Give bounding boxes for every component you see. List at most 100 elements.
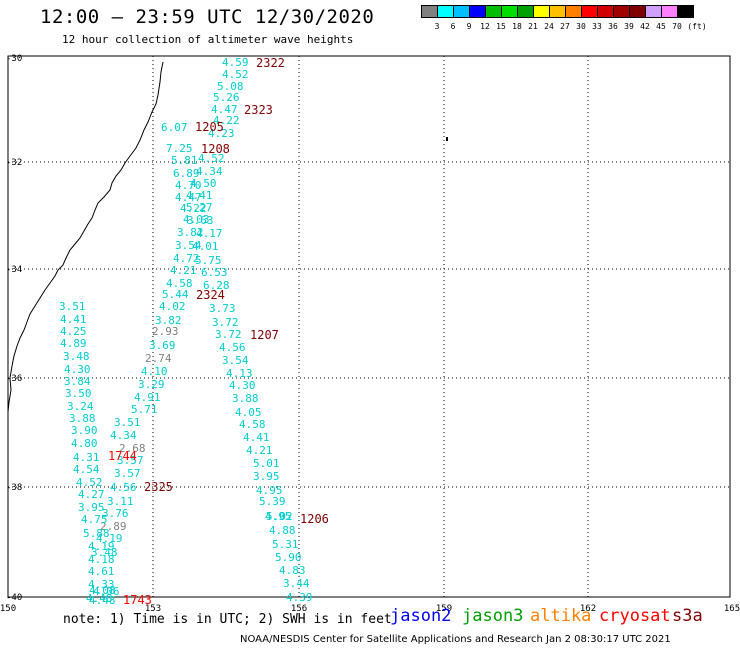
wave-height-value: 3.51: [59, 300, 86, 313]
wave-height-value: 3.24: [67, 400, 94, 413]
wave-height-value: 3.50: [65, 387, 92, 400]
wave-height-value: 3.88: [69, 412, 96, 425]
scale-label: 9: [466, 22, 472, 31]
wave-height-value: 4.70: [175, 179, 202, 192]
footnote: note: 1) Time is in UTC; 2) SWH is in fe…: [63, 612, 392, 627]
wave-height-value: 4.48: [86, 592, 113, 605]
latitude-label: -38: [6, 483, 22, 493]
longitude-label: 150: [0, 604, 16, 614]
satellite-cryosat: cryosat: [599, 606, 671, 626]
pass-time-label: 2324: [196, 288, 225, 302]
pass-time-label: 1207: [250, 328, 279, 342]
wave-height-value: 3.57: [114, 467, 141, 480]
wave-height-value: 5.27: [186, 201, 213, 214]
scale-label: (ft): [687, 22, 707, 31]
map-frame: [7, 55, 731, 598]
wave-height-value: 6.53: [201, 266, 228, 279]
wave-height-value: 3.48: [91, 546, 118, 559]
scale-swatch: [677, 5, 694, 18]
wave-height-value: 4.59: [222, 56, 249, 69]
wave-height-value: 5.71: [131, 403, 158, 416]
wave-height-value: 4.21: [246, 444, 273, 457]
wave-height-value: 4.72: [173, 252, 200, 265]
longitude-label: 156: [291, 604, 307, 614]
wave-height-value: 3.69: [149, 339, 176, 352]
wave-height-value: 3.29: [138, 378, 165, 391]
wave-height-value: 4.41: [186, 189, 213, 202]
scale-label: 30: [576, 22, 586, 31]
scale-label: 39: [624, 22, 634, 31]
latitude-label: -34: [6, 265, 22, 275]
pass-time-label: 1205: [195, 120, 224, 134]
pass-time-label: 1208: [201, 142, 230, 156]
coastline: [7, 61, 164, 413]
wave-height-value: 6.28: [203, 279, 230, 292]
wave-height-value: 4.05: [235, 406, 262, 419]
longitude-label: 159: [436, 604, 452, 614]
wave-height-value: 4.80: [71, 437, 98, 450]
wave-height-value: 3.90: [71, 424, 98, 437]
wave-height-value: 4.95: [265, 510, 292, 523]
wave-height-value: 5.90: [275, 551, 302, 564]
satellite-altika: altika: [530, 606, 592, 626]
wave-height-value: 3.76: [102, 507, 129, 520]
wave-height-value: 3.73: [209, 302, 236, 315]
wave-height-value: 4.23: [208, 127, 235, 140]
wave-height-value: 4.10: [141, 365, 168, 378]
wave-height-value: 4.52: [198, 152, 225, 165]
wave-height-value: 4.22: [180, 202, 207, 215]
wave-height-value: 7.25: [166, 142, 193, 155]
wave-height-value: 4.56: [219, 341, 246, 354]
wave-height-value: 4.30: [229, 379, 256, 392]
scale-label: 3: [434, 22, 440, 31]
pass-time-label: 1744: [108, 449, 137, 463]
latitude-label: -30: [6, 54, 22, 64]
wave-height-value: 5.08: [217, 80, 244, 93]
wave-height-value: 4.41: [243, 431, 270, 444]
wave-height-value: 4.83: [279, 564, 306, 577]
wave-height-value: 3.82: [155, 314, 182, 327]
wave-height-value: 3.51: [114, 416, 141, 429]
wave-height-value: 5.01: [253, 457, 280, 470]
map-subtitle: 12 hour collection of altimeter wave hei…: [62, 33, 354, 46]
wave-height-value: 5.81: [171, 154, 198, 167]
wave-height-value: 5.31: [272, 538, 299, 551]
wave-height-value: 4.13: [226, 367, 253, 380]
wave-height-value: 3.63: [187, 214, 214, 227]
wave-height-value: 4.06: [93, 585, 120, 598]
wave-height-value: 2.89: [100, 520, 127, 533]
scale-label: 36: [608, 22, 618, 31]
wave-height-value: 3.48: [63, 350, 90, 363]
pass-time-label: 2322: [256, 56, 285, 70]
scale-label: 21: [528, 22, 538, 31]
wave-height-value: 4.03: [183, 213, 210, 226]
scale-label: 6: [450, 22, 456, 31]
longitude-label: 153: [145, 604, 161, 614]
color-scale: [421, 5, 694, 18]
scale-label: 27: [560, 22, 570, 31]
wave-height-value: 4.17: [196, 227, 223, 240]
pass-time-label: 1743: [123, 593, 152, 607]
latitude-label: -32: [6, 158, 22, 168]
wave-height-value: 4.58: [239, 418, 266, 431]
wave-height-value: 3.72: [215, 328, 242, 341]
wave-height-value: 4.02: [159, 300, 186, 313]
scale-label: 18: [512, 22, 522, 31]
wave-height-value: 3.88: [232, 392, 259, 405]
wave-height-value: 4.08: [89, 584, 116, 597]
wave-height-value: 4.54: [73, 463, 100, 476]
wave-height-value: 4.31: [73, 451, 100, 464]
satellite-s3a: s3a: [672, 606, 703, 626]
wave-height-value: 3.84: [64, 375, 91, 388]
latitude-label: -40: [6, 593, 22, 603]
wave-height-value: 4.61: [88, 565, 115, 578]
wave-height-value: 4.01: [192, 240, 219, 253]
wave-height-value: 4.95: [256, 484, 283, 497]
wave-height-value: 5.44: [162, 288, 189, 301]
scale-label: 45: [656, 22, 666, 31]
wave-height-value: 4.75: [81, 513, 108, 526]
wave-height-value: 4.22: [213, 114, 240, 127]
scale-label: 33: [592, 22, 602, 31]
wave-height-value: 4.41: [60, 313, 87, 326]
wave-height-value: 6.07: [161, 121, 188, 134]
